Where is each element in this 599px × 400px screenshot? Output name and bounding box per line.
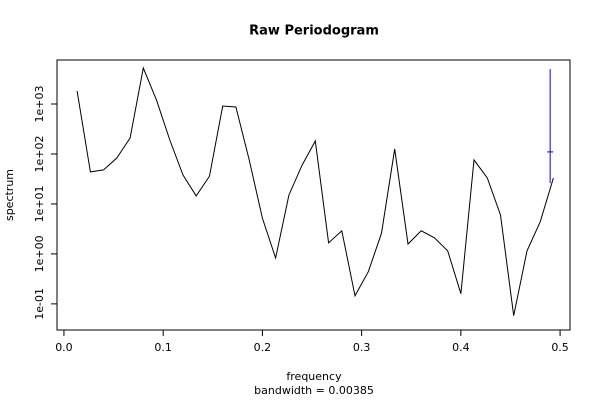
y-axis-label: spectrum — [3, 169, 16, 221]
x-tick-label: 0.5 — [551, 341, 569, 354]
subtitle: bandwidth = 0.00385 — [254, 384, 374, 397]
y-tick-label: 1e-01 — [33, 288, 46, 320]
y-tick-label: 1e+02 — [33, 135, 46, 172]
spectrum-line — [76, 66, 554, 316]
x-tick-label: 0.3 — [353, 341, 371, 354]
chart-title: Raw Periodogram — [249, 24, 379, 39]
y-tick-label: 1e+00 — [33, 235, 46, 272]
plot-frame — [56, 59, 571, 331]
x-tick-label: 0.2 — [254, 341, 272, 354]
x-axis-label: frequency — [286, 370, 342, 383]
x-tick-label: 0.1 — [154, 341, 172, 354]
x-tick-label: 0.4 — [452, 341, 470, 354]
y-tick-label: 1e+01 — [33, 185, 46, 222]
y-tick-label: 1e+03 — [33, 86, 46, 123]
x-tick-label: 0.0 — [55, 341, 73, 354]
